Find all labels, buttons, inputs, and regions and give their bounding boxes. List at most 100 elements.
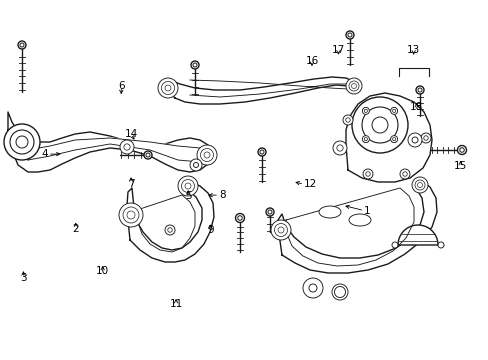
Circle shape xyxy=(346,31,353,39)
Text: 12: 12 xyxy=(304,179,317,189)
Circle shape xyxy=(178,176,198,196)
Circle shape xyxy=(203,152,209,158)
Circle shape xyxy=(362,107,368,114)
Circle shape xyxy=(414,180,424,190)
Circle shape xyxy=(193,63,197,67)
Circle shape xyxy=(200,148,213,162)
Circle shape xyxy=(420,133,430,143)
Circle shape xyxy=(411,137,417,143)
Circle shape xyxy=(348,81,358,91)
Text: 6: 6 xyxy=(118,81,124,91)
Circle shape xyxy=(164,225,175,235)
Circle shape xyxy=(143,151,152,159)
Polygon shape xyxy=(278,180,436,273)
Circle shape xyxy=(120,140,134,154)
Circle shape xyxy=(351,84,356,89)
Circle shape xyxy=(362,136,368,143)
Circle shape xyxy=(265,208,273,216)
Circle shape xyxy=(459,148,463,152)
Circle shape xyxy=(437,242,443,248)
Circle shape xyxy=(336,145,343,151)
Polygon shape xyxy=(164,77,354,104)
Text: 18: 18 xyxy=(409,102,423,112)
Text: 3: 3 xyxy=(20,273,27,283)
Text: 2: 2 xyxy=(72,224,79,234)
Circle shape xyxy=(167,228,172,232)
Circle shape xyxy=(267,210,271,214)
Circle shape xyxy=(364,109,366,112)
Circle shape xyxy=(193,162,198,167)
Circle shape xyxy=(411,177,427,193)
Text: 15: 15 xyxy=(453,161,467,171)
Polygon shape xyxy=(28,138,200,162)
Circle shape xyxy=(270,220,290,240)
Circle shape xyxy=(399,169,409,179)
Circle shape xyxy=(351,97,407,153)
Text: 11: 11 xyxy=(169,299,183,309)
Polygon shape xyxy=(346,93,431,182)
Ellipse shape xyxy=(318,206,340,218)
Circle shape xyxy=(127,211,135,219)
Circle shape xyxy=(417,88,421,92)
Circle shape xyxy=(184,183,191,189)
Circle shape xyxy=(331,284,347,300)
Circle shape xyxy=(362,169,372,179)
Text: 4: 4 xyxy=(41,149,48,159)
Circle shape xyxy=(402,172,407,176)
Circle shape xyxy=(308,284,316,292)
Circle shape xyxy=(423,136,427,140)
Circle shape xyxy=(190,159,202,171)
Circle shape xyxy=(342,115,352,125)
Circle shape xyxy=(365,172,369,176)
Circle shape xyxy=(237,216,242,220)
Circle shape xyxy=(119,203,142,227)
Circle shape xyxy=(278,227,284,233)
Circle shape xyxy=(158,78,178,98)
Circle shape xyxy=(392,138,395,141)
Circle shape xyxy=(191,61,199,69)
Circle shape xyxy=(391,242,397,248)
Circle shape xyxy=(123,144,130,150)
Circle shape xyxy=(390,107,397,114)
Text: 10: 10 xyxy=(96,266,109,276)
Circle shape xyxy=(161,81,174,94)
Text: 1: 1 xyxy=(364,206,370,216)
Text: 16: 16 xyxy=(305,56,318,66)
Text: 13: 13 xyxy=(406,45,420,55)
Circle shape xyxy=(415,86,423,94)
Circle shape xyxy=(345,118,349,122)
Text: 7: 7 xyxy=(127,179,134,189)
Circle shape xyxy=(371,117,387,133)
Circle shape xyxy=(361,107,397,143)
Circle shape xyxy=(274,224,287,237)
Circle shape xyxy=(334,287,345,297)
Circle shape xyxy=(407,133,421,147)
Circle shape xyxy=(123,207,139,223)
Circle shape xyxy=(18,41,26,49)
Circle shape xyxy=(181,180,194,193)
Circle shape xyxy=(417,183,422,188)
Circle shape xyxy=(332,141,346,155)
Circle shape xyxy=(392,109,395,112)
Text: 14: 14 xyxy=(124,129,138,139)
Circle shape xyxy=(16,136,28,148)
Text: 17: 17 xyxy=(331,45,345,55)
Circle shape xyxy=(10,130,34,154)
Circle shape xyxy=(146,153,150,157)
Circle shape xyxy=(346,78,361,94)
Circle shape xyxy=(4,124,40,160)
Polygon shape xyxy=(397,225,437,245)
Circle shape xyxy=(20,43,24,47)
Polygon shape xyxy=(127,182,214,262)
Circle shape xyxy=(336,289,342,295)
Circle shape xyxy=(164,85,171,91)
Ellipse shape xyxy=(348,214,370,226)
Circle shape xyxy=(260,150,264,154)
Circle shape xyxy=(235,213,244,222)
Circle shape xyxy=(390,136,397,143)
Text: 8: 8 xyxy=(219,190,225,200)
Circle shape xyxy=(364,138,366,141)
Text: 5: 5 xyxy=(184,191,191,201)
Circle shape xyxy=(303,278,323,298)
Circle shape xyxy=(457,145,466,154)
